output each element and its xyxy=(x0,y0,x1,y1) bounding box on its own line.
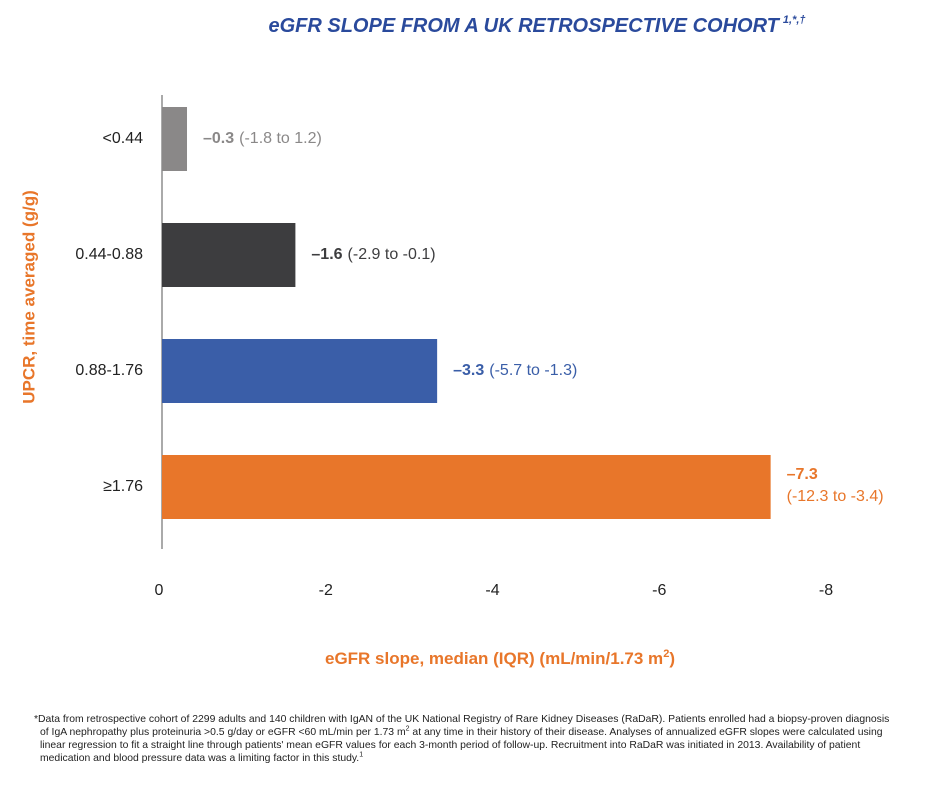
bar xyxy=(162,455,771,519)
x-tick-label: -8 xyxy=(819,582,833,599)
value-label: –1.6 (-2.9 to -0.1) xyxy=(311,246,435,263)
x-tick-label: 0 xyxy=(155,582,164,599)
x-axis-label-suffix: ) xyxy=(669,649,675,668)
title-text: eGFR SLOPE FROM A UK RETROSPECTIVE COHOR… xyxy=(268,15,780,37)
footnote-text: *Data from retrospective cohort of 2299 … xyxy=(34,714,890,738)
value-label-number: –7.3 xyxy=(787,466,818,483)
iqr-label: (-1.8 to 1.2) xyxy=(239,130,322,147)
iqr-label: (-2.9 to -0.1) xyxy=(348,246,436,263)
footnote-superscript: 2 xyxy=(405,725,410,733)
x-axis-label-text: eGFR slope, median (IQR) (mL/min/1.73 m xyxy=(325,649,663,668)
value-label-number: –3.3 xyxy=(453,362,484,379)
footnote: *Data from retrospective cohort of 2299 … xyxy=(34,713,900,765)
y-tick-label: 0.44-0.88 xyxy=(75,246,143,263)
y-tick-label: 0.88-1.76 xyxy=(75,362,143,379)
chart: eGFR SLOPE FROM A UK RETROSPECTIVE COHOR… xyxy=(19,14,884,669)
x-tick-label: -4 xyxy=(485,582,499,599)
x-tick-label: -6 xyxy=(652,582,666,599)
chart-title: eGFR SLOPE FROM A UK RETROSPECTIVE COHOR… xyxy=(268,14,805,37)
x-axis-label: eGFR slope, median (IQR) (mL/min/1.73 m2… xyxy=(325,648,675,669)
title-superscript: 1,*,† xyxy=(783,14,806,26)
y-tick-label: ≥1.76 xyxy=(103,478,143,495)
bar xyxy=(162,339,438,403)
footnote-superscript: 1 xyxy=(359,751,364,759)
value-label-number: –0.3 xyxy=(203,130,234,147)
x-tick-label: -2 xyxy=(319,582,333,599)
iqr-label: (-5.7 to -1.3) xyxy=(489,362,577,379)
value-label: –0.3 (-1.8 to 1.2) xyxy=(203,130,322,147)
footnote-text: at any time in their history of their di… xyxy=(40,727,883,764)
value-label-number: –1.6 xyxy=(311,246,342,263)
bar xyxy=(162,223,296,287)
bar xyxy=(162,107,188,171)
y-tick-label: <0.44 xyxy=(103,130,144,147)
value-label: –7.3 (-12.3 to -3.4) xyxy=(787,466,884,505)
value-label: –3.3 (-5.7 to -1.3) xyxy=(453,362,577,379)
x-axis-label-superscript: 2 xyxy=(663,648,669,660)
iqr-label: (-12.3 to -3.4) xyxy=(787,488,884,505)
y-axis-label: UPCR, time averaged (g/g) xyxy=(19,190,38,404)
